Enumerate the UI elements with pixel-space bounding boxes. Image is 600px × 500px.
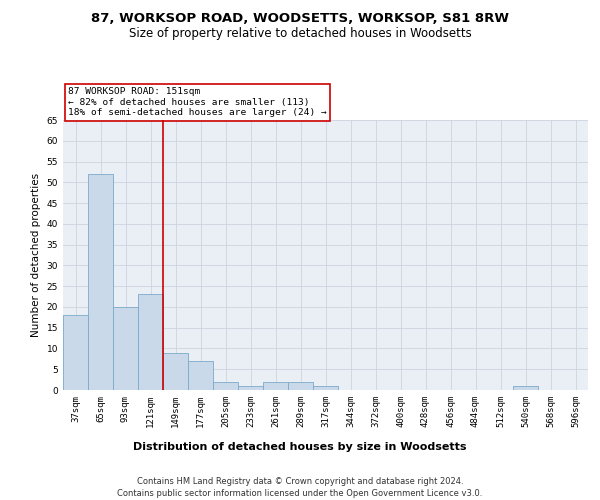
Bar [63,315,88,390]
Bar [313,386,338,390]
Bar [288,382,313,390]
Bar [163,352,188,390]
Bar [213,382,238,390]
Text: 87 WORKSOP ROAD: 151sqm
← 82% of detached houses are smaller (113)
18% of semi-d: 87 WORKSOP ROAD: 151sqm ← 82% of detache… [68,88,327,118]
Text: Size of property relative to detached houses in Woodsetts: Size of property relative to detached ho… [128,28,472,40]
Y-axis label: Number of detached properties: Number of detached properties [31,173,41,337]
Bar [138,294,163,390]
Bar [513,386,538,390]
Text: Contains public sector information licensed under the Open Government Licence v3: Contains public sector information licen… [118,489,482,498]
Text: Contains HM Land Registry data © Crown copyright and database right 2024.: Contains HM Land Registry data © Crown c… [137,477,463,486]
Bar [88,174,113,390]
Text: Distribution of detached houses by size in Woodsetts: Distribution of detached houses by size … [133,442,467,452]
Bar [263,382,288,390]
Bar [113,307,138,390]
Bar [188,361,213,390]
Bar [238,386,263,390]
Text: 87, WORKSOP ROAD, WOODSETTS, WORKSOP, S81 8RW: 87, WORKSOP ROAD, WOODSETTS, WORKSOP, S8… [91,12,509,26]
